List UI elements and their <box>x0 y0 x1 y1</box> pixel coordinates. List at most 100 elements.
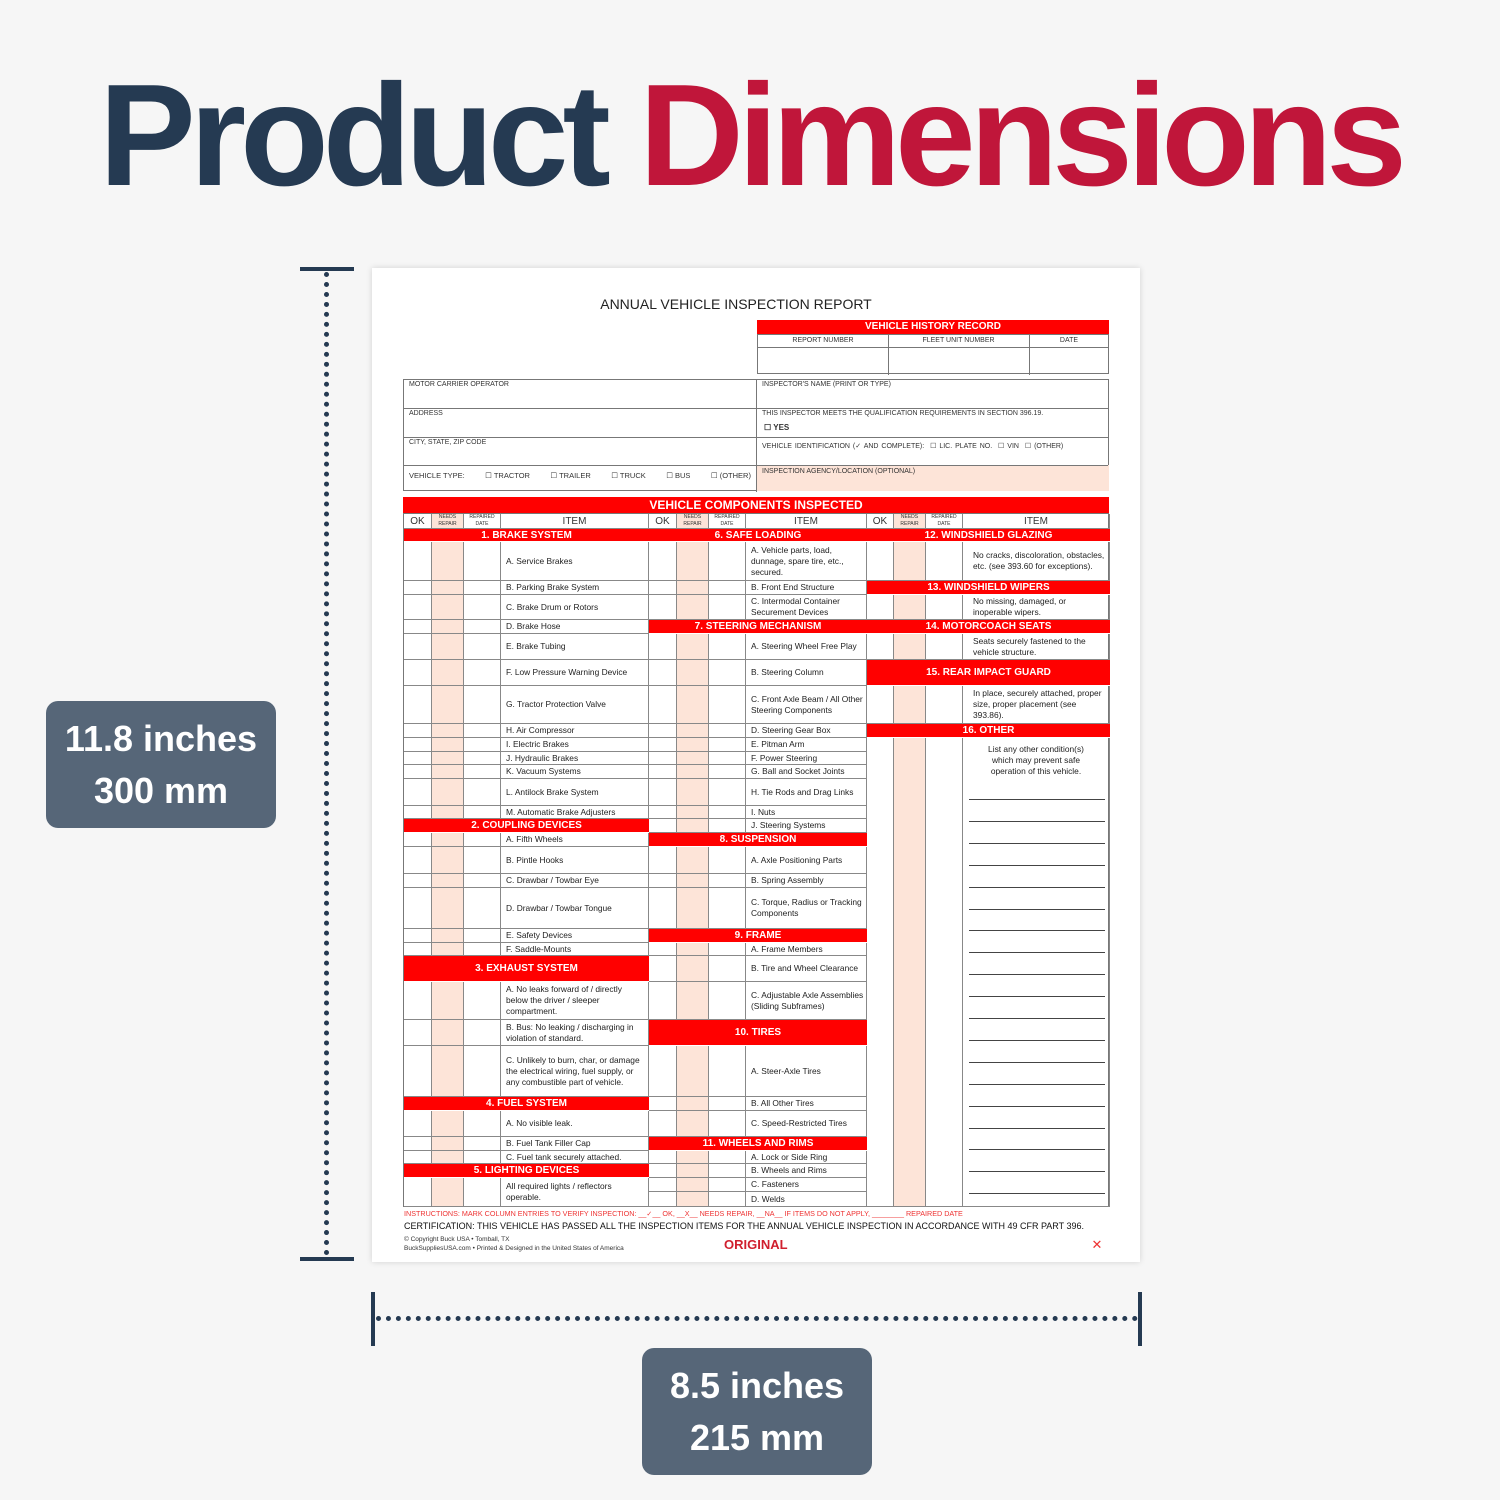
city-field[interactable]: CITY, STATE, ZIP CODE <box>409 439 487 446</box>
repaired-date-cell[interactable] <box>464 620 501 634</box>
needs-repair-cell[interactable] <box>677 819 709 833</box>
ok-cell[interactable] <box>649 634 677 660</box>
write-in-line[interactable] <box>969 1193 1105 1195</box>
needs-repair-cell[interactable] <box>432 620 464 634</box>
tractor-checkbox[interactable]: ☐ TRACTOR <box>485 471 530 480</box>
ok-cell[interactable] <box>649 738 677 752</box>
needs-repair-cell[interactable] <box>677 1178 709 1192</box>
truck-checkbox[interactable]: ☐ TRUCK <box>611 471 646 480</box>
repaired-date-cell[interactable] <box>464 595 501 620</box>
write-in-line[interactable] <box>969 1039 1105 1041</box>
repaired-date-cell[interactable] <box>709 752 746 765</box>
needs-repair-cell[interactable] <box>432 1137 464 1151</box>
ok-cell[interactable] <box>649 874 677 888</box>
needs-repair-cell[interactable] <box>432 806 464 819</box>
ok-cell[interactable] <box>404 1111 432 1137</box>
repaired-date-cell[interactable] <box>464 660 501 686</box>
repaired-date-cell[interactable] <box>709 779 746 806</box>
needs-repair-cell[interactable] <box>677 1046 709 1097</box>
ok-cell[interactable] <box>404 1151 432 1164</box>
ok-cell[interactable] <box>404 752 432 765</box>
write-in-line[interactable] <box>969 842 1105 844</box>
needs-repair-cell[interactable] <box>432 982 464 1020</box>
needs-repair-cell[interactable] <box>432 1111 464 1137</box>
needs-repair-cell[interactable] <box>677 779 709 806</box>
needs-repair-cell[interactable] <box>432 542 464 581</box>
needs-repair-cell[interactable] <box>894 542 926 581</box>
yes-checkbox[interactable]: ☐ YES <box>764 423 790 432</box>
write-in-line[interactable] <box>969 952 1105 954</box>
repaired-date-cell[interactable] <box>709 982 746 1020</box>
write-in-line[interactable] <box>969 996 1105 998</box>
needs-repair-cell[interactable] <box>677 595 709 620</box>
write-in-line[interactable] <box>969 930 1105 932</box>
repaired-date-cell[interactable] <box>464 847 501 874</box>
needs-repair-cell[interactable] <box>432 874 464 888</box>
needs-repair-cell[interactable] <box>432 1178 464 1207</box>
ok-cell[interactable] <box>404 595 432 620</box>
ok-cell[interactable] <box>404 724 432 738</box>
needs-repair-cell[interactable] <box>677 943 709 956</box>
needs-repair-cell[interactable] <box>894 595 926 620</box>
ok-cell[interactable] <box>404 982 432 1020</box>
repaired-date-cell[interactable] <box>464 806 501 819</box>
needs-repair-cell[interactable] <box>677 765 709 779</box>
motor-carrier-field[interactable]: MOTOR CARRIER OPERATOR <box>409 381 509 388</box>
ok-cell[interactable] <box>649 752 677 765</box>
needs-repair-cell[interactable] <box>432 847 464 874</box>
repaired-date-cell[interactable] <box>464 1111 501 1137</box>
repaired-date-cell[interactable] <box>464 888 501 929</box>
repaired-date-cell[interactable] <box>709 1164 746 1178</box>
needs-repair-cell[interactable] <box>432 833 464 847</box>
repaired-date-cell[interactable] <box>464 982 501 1020</box>
repaired-date-cell[interactable] <box>464 686 501 724</box>
repaired-date-cell[interactable] <box>464 1020 501 1046</box>
write-in-line[interactable] <box>969 1127 1105 1129</box>
repaired-date-cell[interactable] <box>709 542 746 581</box>
ok-cell[interactable] <box>404 833 432 847</box>
repaired-date-cell[interactable] <box>926 542 963 581</box>
ok-cell[interactable] <box>404 847 432 874</box>
needs-repair-cell[interactable] <box>677 1192 709 1207</box>
inspector-name-field[interactable]: INSPECTOR'S NAME (PRINT OR TYPE) <box>762 381 891 388</box>
repaired-date-cell[interactable] <box>709 1178 746 1192</box>
repaired-date-cell[interactable] <box>464 779 501 806</box>
ok-cell[interactable] <box>649 1111 677 1137</box>
repaired-date-cell[interactable] <box>464 765 501 779</box>
bus-checkbox[interactable]: ☐ BUS <box>666 471 691 480</box>
write-in-line[interactable] <box>969 974 1105 976</box>
ok-cell[interactable] <box>649 542 677 581</box>
vehicle-id-row[interactable]: VEHICLE IDENTIFICATION (✓ AND COMPLETE):… <box>762 443 1064 450</box>
repaired-date-cell[interactable] <box>926 738 963 1207</box>
repaired-date-cell[interactable] <box>709 888 746 929</box>
write-in-line[interactable] <box>969 1018 1105 1019</box>
ok-cell[interactable] <box>404 779 432 806</box>
repaired-date-cell[interactable] <box>464 634 501 660</box>
repaired-date-cell[interactable] <box>709 765 746 779</box>
ok-cell[interactable] <box>649 943 677 956</box>
ok-cell[interactable] <box>404 660 432 686</box>
write-in-line[interactable] <box>969 1083 1105 1085</box>
ok-cell[interactable] <box>404 581 432 595</box>
needs-repair-cell[interactable] <box>432 595 464 620</box>
needs-repair-cell[interactable] <box>677 581 709 595</box>
needs-repair-cell[interactable] <box>677 542 709 581</box>
ok-cell[interactable] <box>649 1164 677 1178</box>
ok-cell[interactable] <box>404 943 432 956</box>
needs-repair-cell[interactable] <box>432 1020 464 1046</box>
needs-repair-cell[interactable] <box>432 888 464 929</box>
repaired-date-cell[interactable] <box>709 1097 746 1111</box>
repaired-date-cell[interactable] <box>926 595 963 620</box>
repaired-date-cell[interactable] <box>709 634 746 660</box>
ok-cell[interactable] <box>404 874 432 888</box>
repaired-date-cell[interactable] <box>464 1151 501 1164</box>
repaired-date-cell[interactable] <box>709 581 746 595</box>
ok-cell[interactable] <box>404 1020 432 1046</box>
needs-repair-cell[interactable] <box>432 724 464 738</box>
repaired-date-cell[interactable] <box>709 1192 746 1207</box>
needs-repair-cell[interactable] <box>677 847 709 874</box>
repaired-date-cell[interactable] <box>709 1046 746 1097</box>
ok-cell[interactable] <box>649 1178 677 1192</box>
needs-repair-cell[interactable] <box>432 1046 464 1097</box>
needs-repair-cell[interactable] <box>677 1097 709 1111</box>
